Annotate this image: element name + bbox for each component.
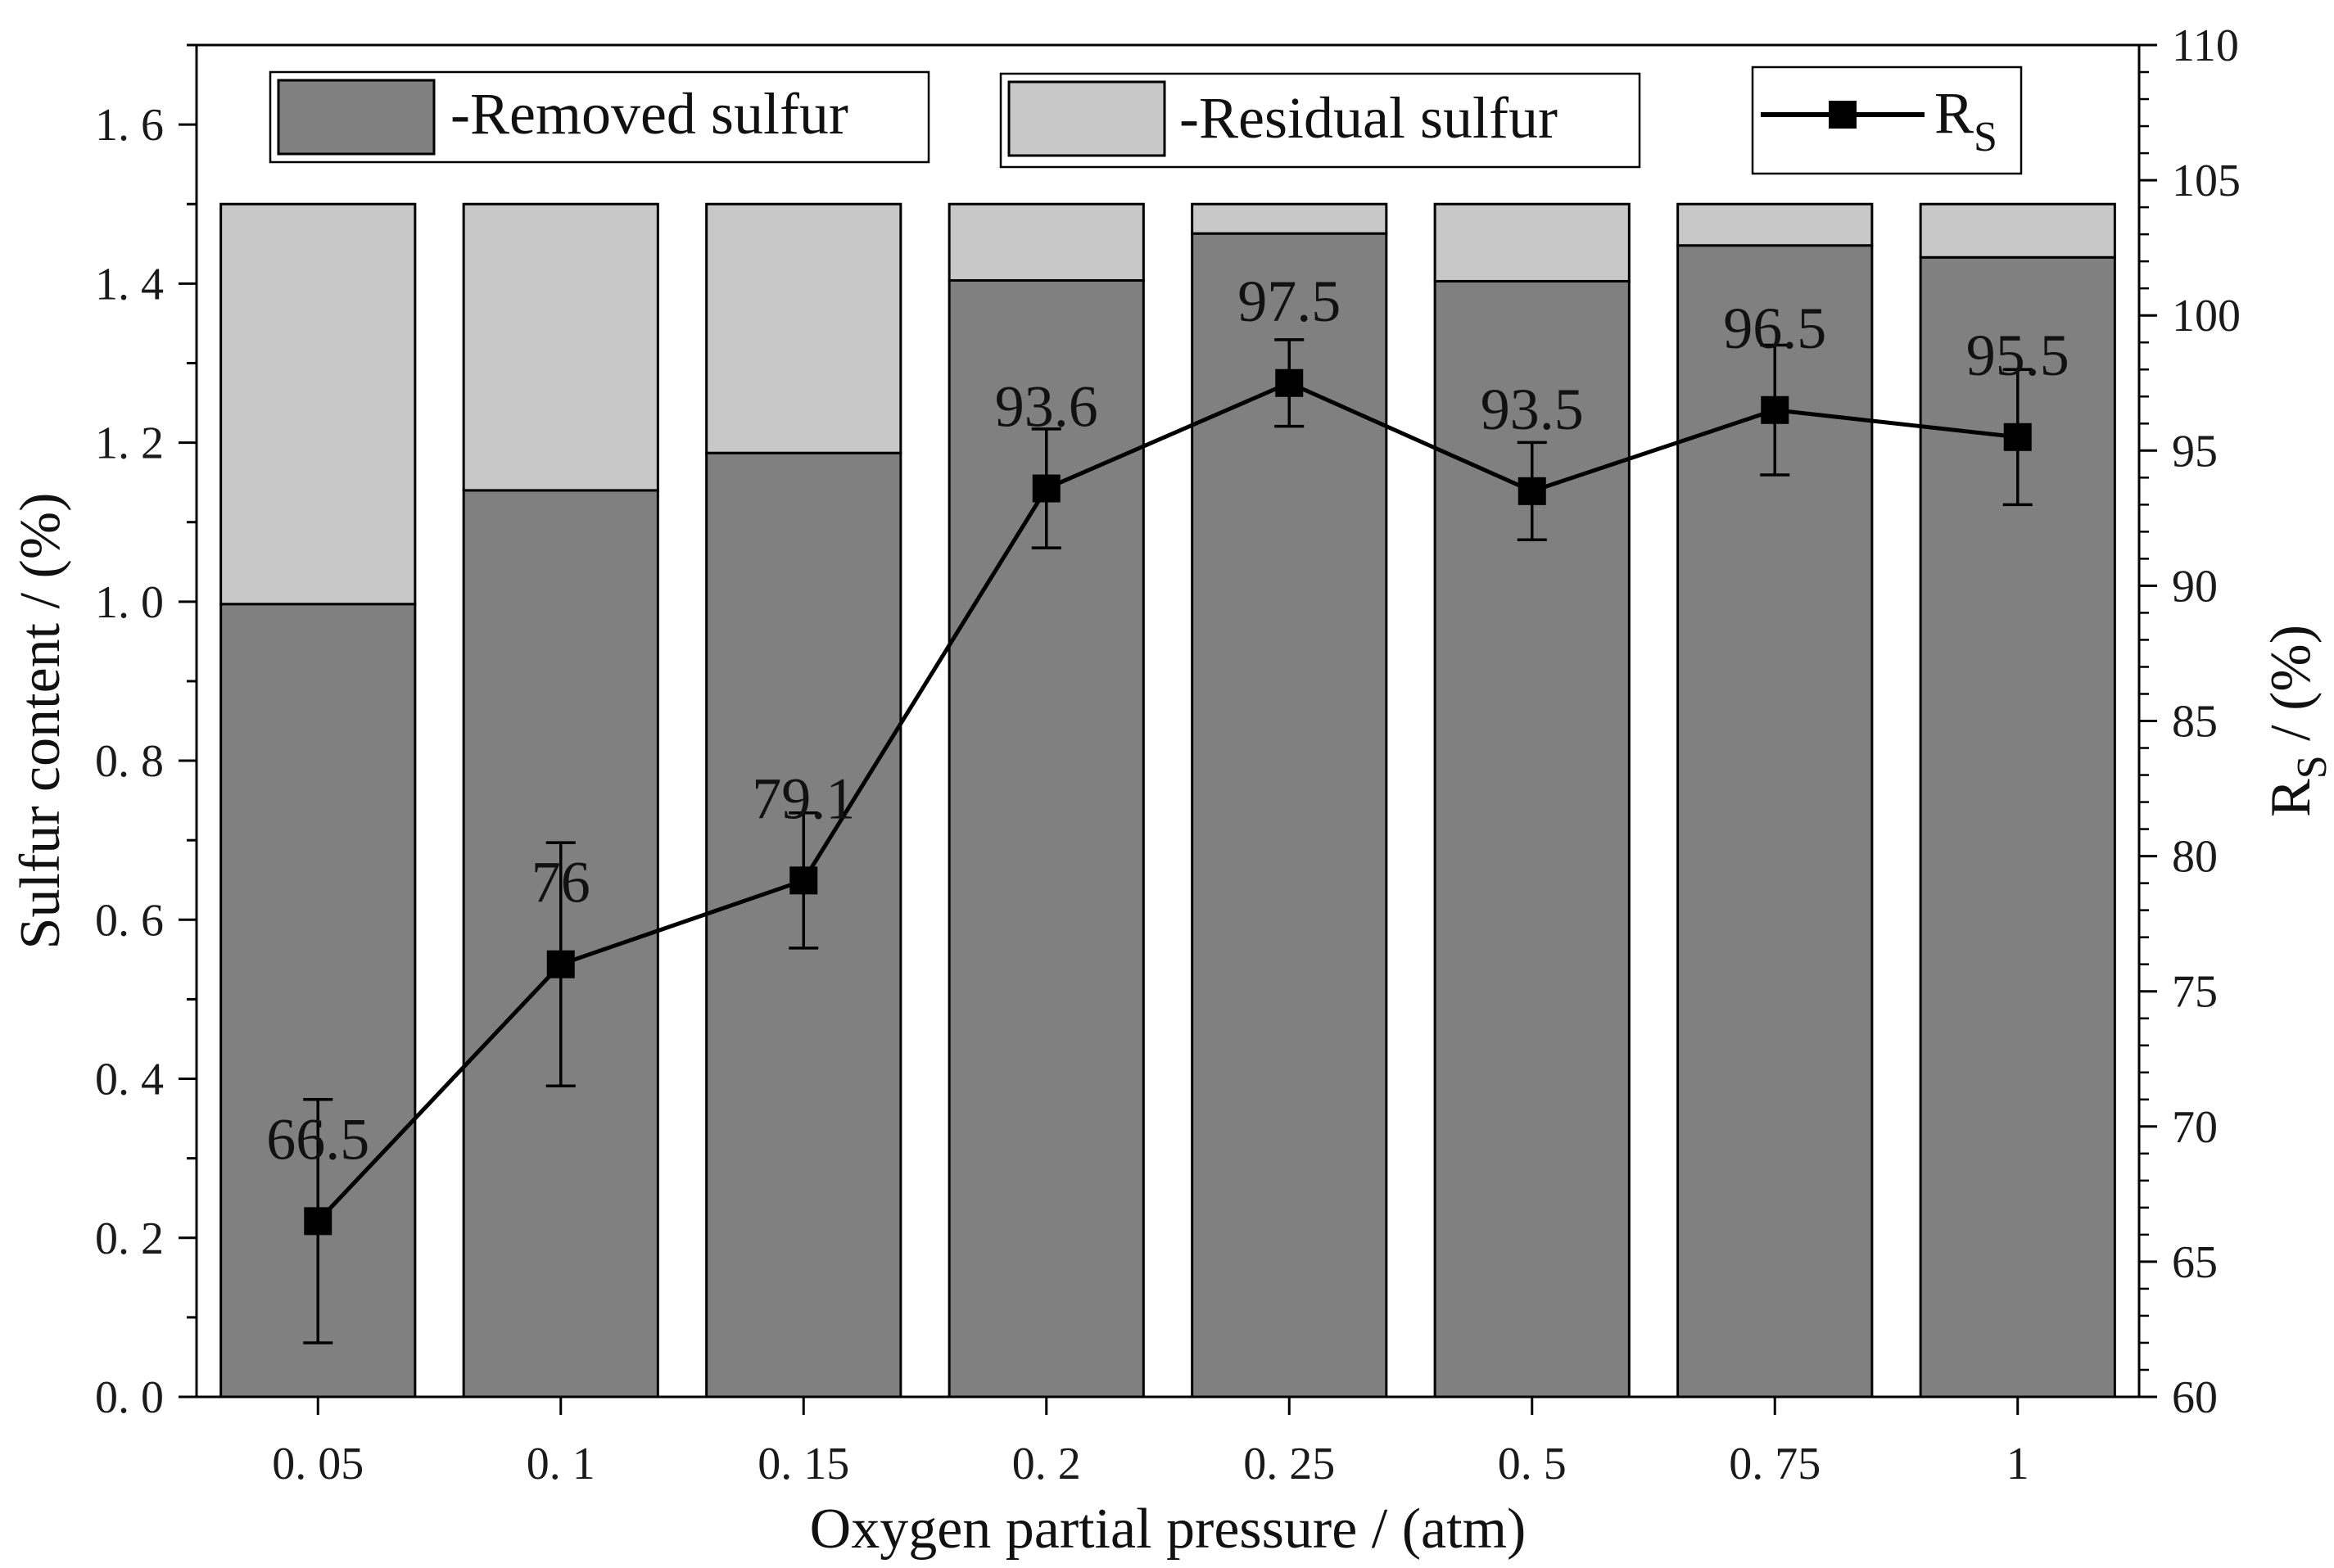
rs-marker	[1761, 395, 1789, 424]
y2-tick-label: 65	[2172, 1237, 2218, 1288]
y-tick-label: 1. 4	[95, 259, 164, 310]
rs-marker	[1275, 368, 1304, 397]
x-axis-title: Oxygen partial pressure / (atm)	[810, 1498, 1527, 1561]
y-tick-label: 1. 0	[95, 577, 164, 628]
bar-residual-sulfur	[219, 202, 417, 606]
y-tick-label: 1. 6	[95, 100, 164, 151]
x-tick-label: 0. 2	[1012, 1439, 1081, 1489]
rs-data-label: 96.5	[1723, 296, 1826, 361]
bar-residual-sulfur	[462, 202, 659, 492]
legend-marker-rs	[1829, 101, 1857, 129]
bar-residual-sulfur	[948, 202, 1145, 282]
rs-data-label: 93.5	[1481, 377, 1584, 442]
y2-tick-label: 70	[2172, 1102, 2218, 1153]
y-tick-label: 0. 8	[95, 736, 164, 787]
rs-marker	[546, 950, 575, 978]
rs-marker	[1032, 474, 1061, 503]
y2-tick-label: 80	[2172, 832, 2218, 883]
legend-label-residual: -Residual sulfur	[1179, 85, 1558, 151]
x-tick-label: 1	[2006, 1439, 2029, 1489]
line-layer: 66.5 76 79.1 93.6 97.5 93.5 96.5 95.5	[266, 269, 2069, 1344]
rs-data-label: 66.5	[266, 1106, 369, 1172]
x-tick-label: 0. 5	[1498, 1439, 1567, 1489]
y2-tick-label: 110	[2172, 20, 2239, 71]
rs-line	[316, 381, 2019, 1223]
rs-marker	[2003, 423, 2032, 451]
x-tick-label: 0. 15	[758, 1439, 849, 1489]
legend: -Removed sulfur -Residual sulfur RS	[269, 66, 2023, 175]
bars-layer	[219, 202, 2116, 1399]
legend-box-rs	[1751, 66, 2023, 175]
rs-marker	[789, 866, 818, 895]
legend-label-removed: -Removed sulfur	[450, 81, 848, 147]
rs-data-label: 95.5	[1966, 323, 2069, 388]
rs-data-label: 79.1	[752, 766, 855, 831]
rs-data-label: 93.6	[995, 374, 1098, 440]
bar-residual-sulfur	[1676, 202, 1874, 247]
axes-layer: 0. 0 0. 2 0. 4 0. 6 0. 8 1. 0 1. 2 1. 4 1. 6 60 65…	[95, 20, 2241, 1489]
rs-marker	[304, 1207, 332, 1236]
x-tick-label: 0. 75	[1729, 1439, 1821, 1489]
axis-titles: Oxygen partial pressure / (atm) Sulfur co…	[9, 493, 2334, 1561]
bar-residual-sulfur	[1191, 202, 1388, 235]
y2-tick-label: 95	[2172, 426, 2218, 477]
y2-tick-label: 85	[2172, 697, 2218, 748]
y2-tick-label: 75	[2172, 967, 2218, 1018]
y2-tick-label: 100	[2172, 291, 2241, 341]
y2-tick-label: 60	[2172, 1372, 2218, 1423]
y-tick-label: 0. 0	[95, 1372, 164, 1423]
y-tick-label: 1. 2	[95, 418, 164, 469]
bar-residual-sulfur	[1919, 202, 2116, 259]
rs-data-label: 97.5	[1237, 269, 1341, 334]
rs-data-label: 76	[531, 850, 590, 915]
y-tick-label: 0. 2	[95, 1213, 164, 1264]
bar-residual-sulfur	[1433, 202, 1631, 282]
legend-label-rs: RS	[1934, 80, 1997, 160]
y2-tick-label: 105	[2172, 156, 2241, 206]
x-tick-label: 0. 05	[272, 1439, 364, 1489]
rs-marker	[1518, 477, 1546, 505]
x-tick-label: 0. 25	[1243, 1439, 1335, 1489]
x-tick-label: 0. 1	[527, 1439, 595, 1489]
y-tick-label: 0. 6	[95, 895, 164, 946]
y-axis-title: Sulfur content / (%)	[9, 493, 72, 950]
legend-swatch-removed	[277, 79, 436, 156]
legend-swatch-residual	[1007, 80, 1166, 157]
bar-residual-sulfur	[705, 202, 902, 454]
y2-axis-title: RS / (%)	[2259, 625, 2334, 817]
y2-tick-label: 90	[2172, 561, 2218, 612]
y-tick-label: 0. 4	[95, 1055, 164, 1105]
